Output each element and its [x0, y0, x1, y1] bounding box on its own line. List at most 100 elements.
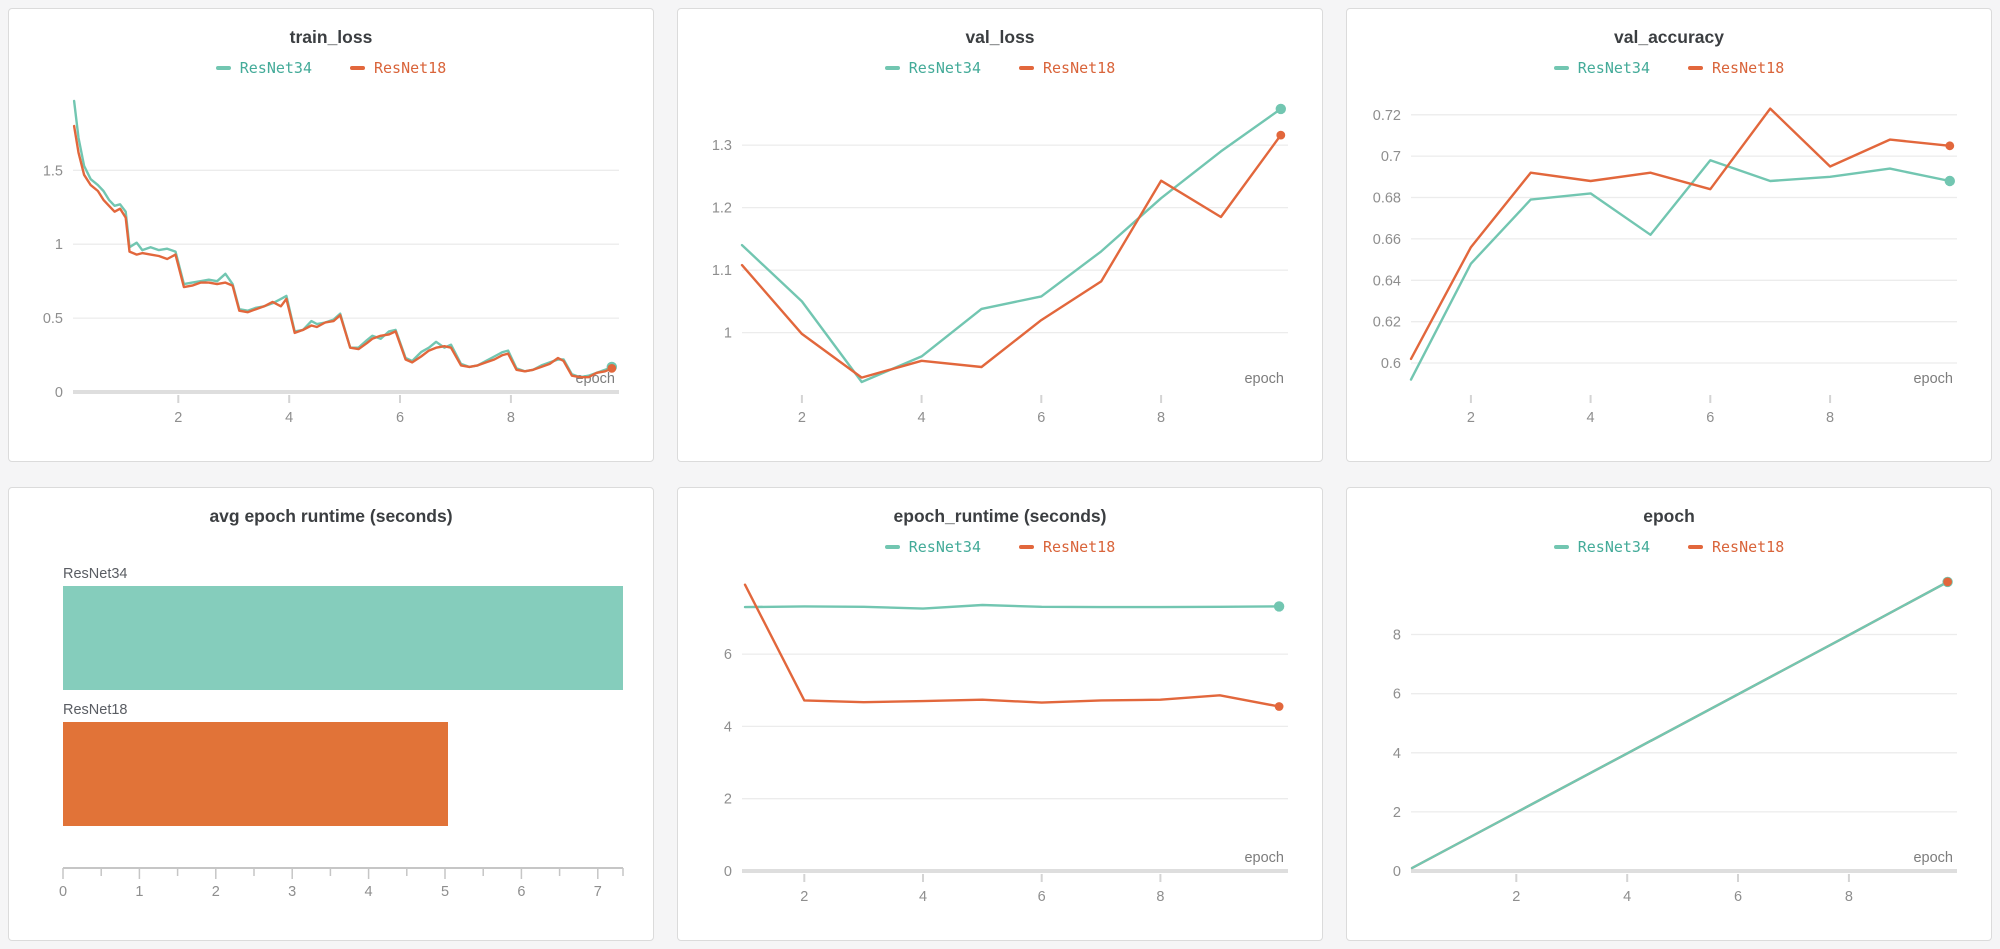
legend-dash-icon — [1019, 66, 1034, 70]
panel-train-loss: train_loss ResNet34 ResNet18 0 0.5 1 1.5 2 4 6… — [8, 8, 654, 462]
line-chart-canvas[interactable]: 0.6 0.62 0.64 0.66 0.68 0.7 0.72 2 4 6 8 epoch — [1361, 84, 1977, 436]
chart-title: avg epoch runtime (seconds) — [209, 506, 453, 526]
chart-legend: ResNet34 ResNet18 — [1347, 535, 1991, 559]
legend-dash-icon — [884, 66, 900, 70]
svg-text:1.3: 1.3 — [712, 138, 732, 154]
svg-text:2: 2 — [174, 410, 182, 426]
svg-text:1.5: 1.5 — [43, 163, 63, 179]
svg-text:6: 6 — [1037, 410, 1045, 426]
svg-text:3: 3 — [288, 884, 296, 900]
legend-item-resnet18[interactable]: ResNet18 — [350, 59, 446, 77]
svg-text:8: 8 — [507, 410, 515, 426]
legend-run-name: ResNet18 — [374, 59, 447, 77]
chart-legend: ResNet34 ResNet18 — [678, 56, 1322, 80]
svg-text:2: 2 — [798, 410, 806, 426]
legend-item-resnet34[interactable]: ResNet34 — [1553, 538, 1650, 556]
svg-text:0: 0 — [1393, 864, 1401, 880]
svg-text:4: 4 — [285, 410, 293, 426]
svg-text:8: 8 — [1156, 889, 1164, 905]
legend-run-name: ResNet34 — [239, 59, 312, 77]
chart-legend: ResNet34 ResNet18 — [678, 535, 1322, 559]
svg-text:1: 1 — [135, 884, 143, 900]
legend-run-name: ResNet18 — [1043, 59, 1116, 77]
svg-text:8: 8 — [1393, 628, 1401, 644]
legend-run-name: ResNet18 — [1043, 538, 1116, 556]
legend-item-resnet34[interactable]: ResNet34 — [1553, 59, 1650, 77]
svg-text:4: 4 — [1587, 410, 1595, 426]
svg-text:2: 2 — [212, 884, 220, 900]
svg-text:8: 8 — [1826, 410, 1834, 426]
svg-text:4: 4 — [1393, 746, 1401, 762]
line-chart-canvas[interactable]: 0 0.5 1 1.5 2 4 6 8 epoch — [23, 84, 639, 436]
svg-text:epoch: epoch — [1913, 850, 1953, 866]
legend-item-resnet18[interactable]: ResNet18 — [1019, 59, 1115, 77]
svg-text:0: 0 — [724, 864, 732, 880]
panel-epoch-runtime: epoch_runtime (seconds) ResNet34 ResNet1… — [677, 487, 1323, 941]
legend-run-name: ResNet34 — [908, 59, 981, 77]
chart-title: train_loss — [289, 27, 373, 47]
svg-text:6: 6 — [517, 884, 525, 900]
legend-item-resnet34[interactable]: ResNet34 — [215, 59, 312, 77]
chart-title: val_loss — [965, 27, 1035, 47]
svg-text:1: 1 — [724, 326, 732, 342]
line-chart-canvas[interactable]: 0 2 4 6 8 2 4 6 8 epoch — [1361, 563, 1977, 915]
line-chart-canvas[interactable]: 1 1.1 1.2 1.3 2 4 6 8 epoch — [692, 84, 1308, 436]
svg-text:6: 6 — [1393, 687, 1401, 703]
panel-epoch: epoch ResNet34 ResNet18 0 2 4 6 8 2 4 6 8 epoch — [1346, 487, 1992, 941]
svg-text:epoch: epoch — [575, 371, 615, 387]
svg-text:4: 4 — [919, 889, 927, 905]
legend-item-resnet34[interactable]: ResNet34 — [884, 538, 981, 556]
svg-text:0: 0 — [55, 385, 63, 401]
svg-text:2: 2 — [1467, 410, 1475, 426]
legend-run-name: ResNet34 — [908, 538, 981, 556]
legend-item-resnet18[interactable]: ResNet18 — [1688, 538, 1784, 556]
line-chart-canvas[interactable]: 0 2 4 6 2 4 6 8 epoch — [692, 563, 1308, 915]
legend-run-name: ResNet34 — [1577, 538, 1650, 556]
chart-title: epoch — [1643, 506, 1695, 526]
svg-text:0: 0 — [59, 884, 67, 900]
svg-text:0.6: 0.6 — [1381, 356, 1401, 372]
svg-text:6: 6 — [1734, 889, 1742, 905]
svg-text:0.62: 0.62 — [1373, 315, 1401, 331]
legend-item-resnet34[interactable]: ResNet34 — [884, 59, 981, 77]
svg-text:0.68: 0.68 — [1373, 191, 1401, 207]
svg-text:ResNet18: ResNet18 — [63, 702, 127, 718]
legend-dash-icon — [1553, 545, 1569, 549]
legend-dash-icon — [1019, 545, 1034, 549]
chart-legend: ResNet34 ResNet18 — [1347, 56, 1991, 80]
svg-text:7: 7 — [594, 884, 602, 900]
legend-item-resnet18[interactable]: ResNet18 — [1019, 538, 1115, 556]
svg-text:2: 2 — [1512, 889, 1520, 905]
svg-text:4: 4 — [365, 884, 373, 900]
bar-chart-canvas[interactable]: ResNet34 ResNet18 0 1 2 3 4 5 6 7 — [23, 538, 639, 918]
svg-text:0.72: 0.72 — [1373, 108, 1401, 124]
legend-item-resnet18[interactable]: ResNet18 — [1688, 59, 1784, 77]
svg-text:8: 8 — [1157, 410, 1165, 426]
svg-text:0.5: 0.5 — [43, 311, 63, 327]
svg-text:4: 4 — [918, 410, 926, 426]
svg-text:5: 5 — [441, 884, 449, 900]
svg-text:2: 2 — [800, 889, 808, 905]
legend-dash-icon — [1553, 66, 1569, 70]
legend-run-name: ResNet18 — [1712, 59, 1785, 77]
legend-run-name: ResNet18 — [1712, 538, 1785, 556]
chart-legend: ResNet34 ResNet18 — [9, 56, 653, 80]
chart-title: epoch_runtime (seconds) — [893, 506, 1107, 526]
legend-run-name: ResNet34 — [1577, 59, 1650, 77]
legend-dash-icon — [884, 545, 900, 549]
svg-text:6: 6 — [396, 410, 404, 426]
svg-text:1.1: 1.1 — [712, 263, 732, 279]
svg-text:0.64: 0.64 — [1373, 273, 1401, 289]
svg-text:4: 4 — [724, 719, 732, 735]
legend-dash-icon — [215, 66, 231, 70]
svg-text:2: 2 — [1393, 805, 1401, 821]
chart-title: val_accuracy — [1614, 27, 1724, 47]
svg-text:ResNet34: ResNet34 — [63, 566, 127, 582]
svg-text:1.2: 1.2 — [712, 201, 732, 217]
svg-text:epoch: epoch — [1244, 371, 1284, 387]
svg-text:1: 1 — [55, 237, 63, 253]
legend-dash-icon — [1688, 545, 1703, 549]
svg-text:0.7: 0.7 — [1381, 149, 1401, 165]
panel-val-accuracy: val_accuracy ResNet34 ResNet18 0.6 0.62 0.… — [1346, 8, 1992, 462]
